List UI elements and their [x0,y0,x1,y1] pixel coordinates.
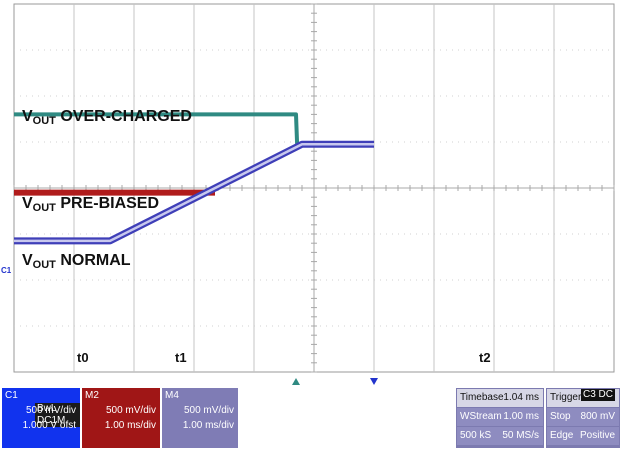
trigger-mode: Stop [550,411,571,422]
timebase-samples: 500 kS [460,430,492,441]
trigger-panel[interactable]: Trigger C3 DC Stop 800 mV Edge Positive [546,388,620,448]
c1-offset: 1.000 V ofst [22,420,76,431]
label-normal: VOUT NORMAL [22,252,131,271]
traces [14,112,374,245]
math-m2-panel[interactable]: M2 500 mV/div 1.00 ms/div [82,388,160,448]
timebase-value: 1.04 ms [503,392,539,403]
channel-c1-marker: C1 [1,266,12,275]
trigger-type: Edge [550,430,574,441]
m4-scale: 500 mV/div [183,405,234,416]
math-m4-panel[interactable]: M4 500 mV/div 1.00 ms/div [162,388,238,448]
center-marker [370,378,378,385]
trace-normal-core [14,143,374,243]
markers [292,378,378,385]
timebase-rate: 50 MS/s [502,430,539,441]
t2-trigger-marker [292,378,300,385]
c1-title: C1 [5,390,18,401]
marker-t2: t2 [479,350,491,365]
timebase-label: Timebase [460,392,504,403]
m4-title: M4 [165,390,179,401]
trigger-level: 800 mV [580,411,615,422]
timebase-mode: WStream [460,411,502,422]
timebase-div: 1.00 ms [503,411,539,422]
m4-timebase: 1.00 ms/div [182,420,234,431]
marker-t0: t0 [77,350,89,365]
trigger-slope: Positive [579,430,615,441]
channel-c1-panel[interactable]: C1 BwL DC1M 500 mV/div 1.000 V ofst [2,388,80,448]
label-over-charged: VOUT OVER-CHARGED [22,108,192,127]
grid [13,3,615,373]
timebase-panel[interactable]: Timebase 1.04 ms WStream 1.00 ms 500 kS 50 … [456,388,544,448]
trigger-label: Trigger [550,392,582,403]
m2-title: M2 [85,390,99,401]
trigger-channel: C3 DC [580,389,615,401]
c1-tag: BwL DC1M [35,403,80,427]
m2-timebase: 1.00 ms/div [104,420,156,431]
c1-scale: 500 mV/div [25,405,76,416]
marker-t1: t1 [175,350,187,365]
m2-scale: 500 mV/div [105,405,156,416]
label-pre-biased: VOUT PRE-BIASED [22,195,160,214]
